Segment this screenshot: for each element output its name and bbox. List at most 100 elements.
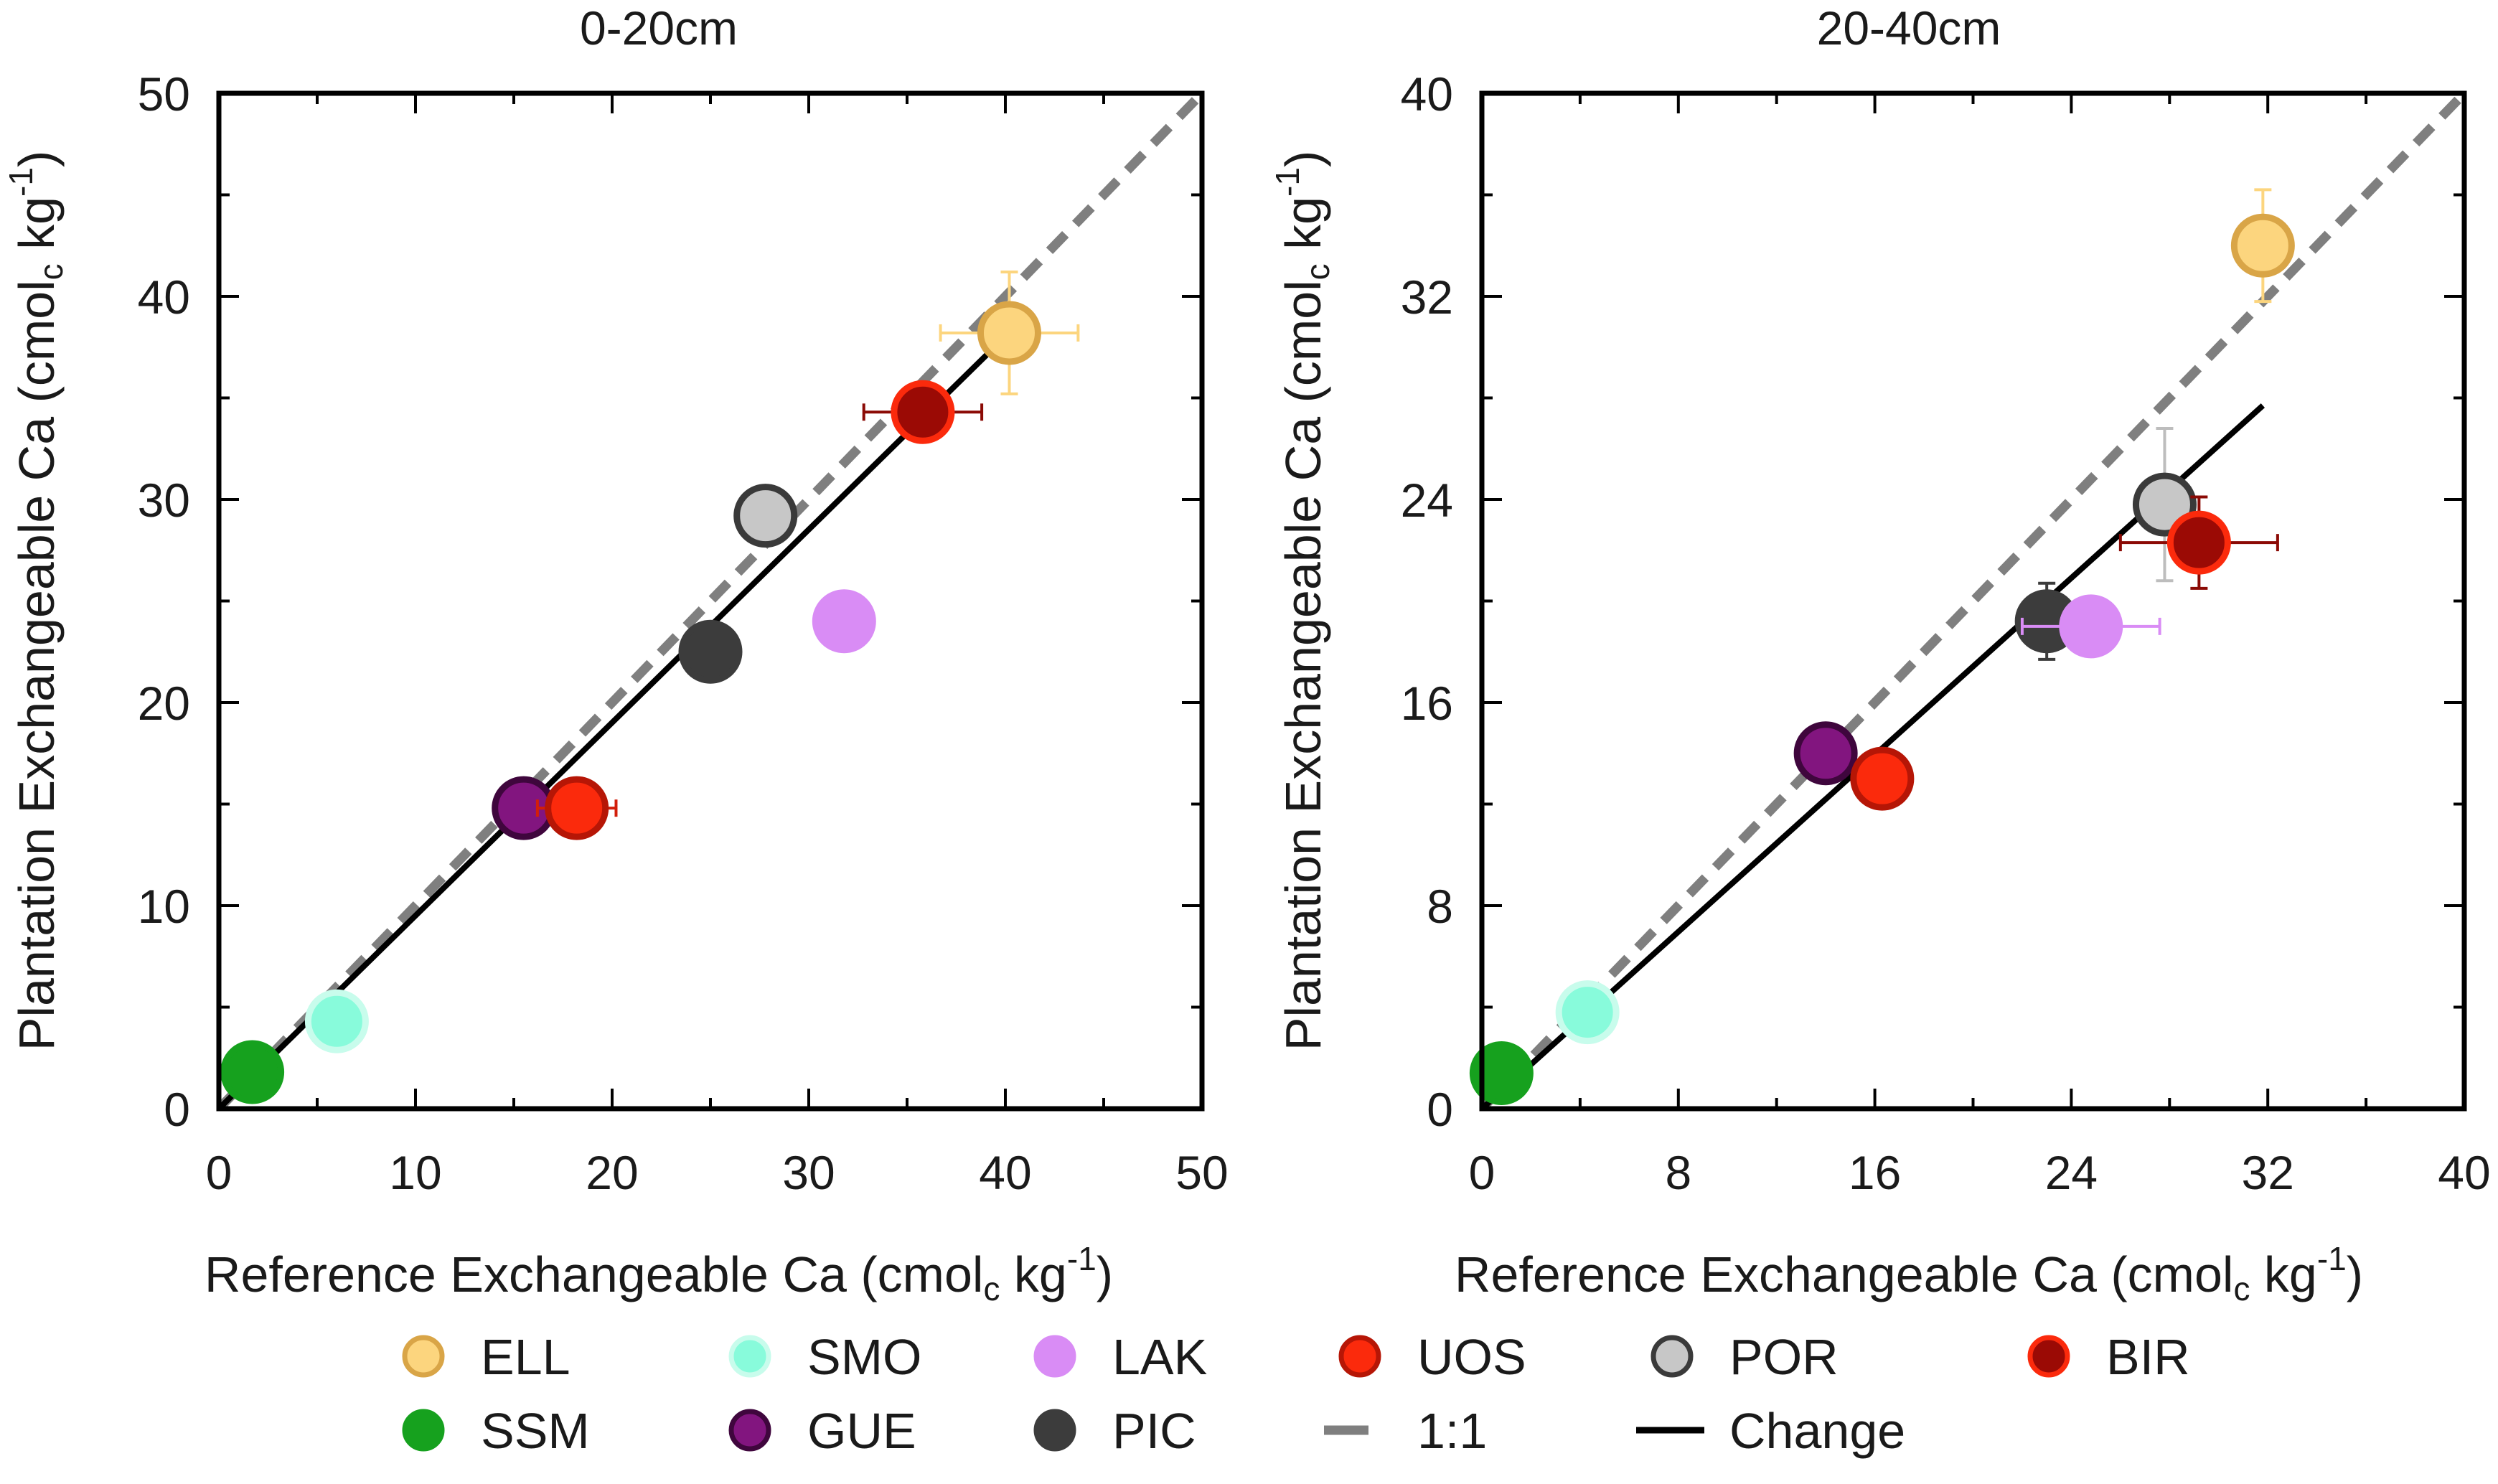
legend-item-bir: BIR xyxy=(2027,1329,2190,1385)
legend-marker xyxy=(402,1335,445,1378)
legend-item-ell: ELL xyxy=(402,1329,570,1385)
legend-label: SMO xyxy=(807,1329,921,1385)
legend-label: PIC xyxy=(1112,1403,1196,1459)
marker-ssm xyxy=(1469,1041,1534,1105)
data-point-bir xyxy=(2118,495,2279,590)
y-tick-label: 50 xyxy=(138,67,190,121)
data-point-uos xyxy=(1850,746,1915,811)
legend-label: ELL xyxy=(481,1329,570,1385)
legend-item-por: POR xyxy=(1651,1329,1839,1385)
x-tick-label: 32 xyxy=(2241,1146,2293,1199)
panel-1: 0-20cm 0 10 20 30 40 50 0 10 20 30 40 50 Reference Ex… xyxy=(2,1,1229,1307)
legend-label: BIR xyxy=(2106,1329,2190,1385)
y-tick-label: 16 xyxy=(1401,677,1453,730)
data-point-ell xyxy=(939,271,1080,395)
data-point-ell xyxy=(2230,188,2295,304)
marker-gue xyxy=(1793,721,1858,786)
plot-frame xyxy=(216,90,1205,1112)
y-axis-label: Plantation Exchangeable Ca (cmolc kg-1) xyxy=(2,151,70,1051)
legend-item-uos: UOS xyxy=(1338,1329,1526,1385)
y-tick-label: 20 xyxy=(138,677,190,730)
legend-marker xyxy=(402,1409,445,1452)
legend: ELL SMO LAK UOS POR BIR SSM GUE PIC 1:1 Change xyxy=(402,1329,2190,1459)
data-point-smo xyxy=(1555,980,1620,1045)
x-tick-label: 40 xyxy=(2438,1146,2490,1199)
data-point-bir xyxy=(862,380,984,444)
legend-item-pic: PIC xyxy=(1033,1403,1196,1459)
x-tick-label: 40 xyxy=(979,1146,1031,1199)
data-point-smo xyxy=(304,989,369,1053)
data-point-ssm xyxy=(220,1040,285,1104)
one-to-one-line xyxy=(219,93,1202,1109)
legend-label: GUE xyxy=(807,1403,916,1459)
data-point-lak xyxy=(2020,594,2161,659)
marker-uos xyxy=(1850,746,1915,811)
x-tick-label: 20 xyxy=(586,1146,638,1199)
change-line xyxy=(219,324,1018,1109)
legend-marker xyxy=(728,1335,771,1378)
panel-2: 20-40cm 0 8 16 24 32 40 0 8 16 24 32 40 Reference Exc… xyxy=(1269,1,2491,1307)
y-tick-label: 40 xyxy=(1401,67,1453,121)
marker-uos xyxy=(545,776,609,840)
data-point-uos xyxy=(535,776,618,840)
marker-ell xyxy=(977,301,1041,365)
marker-smo xyxy=(304,989,369,1053)
legend-label: Change xyxy=(1729,1403,1905,1459)
legend-item-change: Change xyxy=(1636,1403,1905,1459)
x-tick-label: 0 xyxy=(1469,1146,1495,1199)
y-tick-label: 0 xyxy=(164,1083,190,1136)
legend-item-ssm: SSM xyxy=(402,1403,590,1459)
panel-title: 0-20cm xyxy=(580,1,738,55)
marker-lak xyxy=(2059,594,2123,659)
y-axis-label: Plantation Exchangeable Ca (cmolc kg-1) xyxy=(1269,151,1336,1051)
legend-item-smo: SMO xyxy=(728,1329,921,1385)
legend-label: 1:1 xyxy=(1417,1403,1487,1459)
y-tick-label: 32 xyxy=(1401,271,1453,324)
legend-marker xyxy=(728,1409,771,1452)
marker-smo xyxy=(1555,980,1620,1045)
legend-label: UOS xyxy=(1417,1329,1526,1385)
y-tick-label: 0 xyxy=(1427,1083,1453,1136)
x-axis-label: Reference Exchangeable Ca (cmolc kg-1) xyxy=(1455,1240,2363,1307)
legend-marker xyxy=(1338,1335,1381,1378)
legend-marker xyxy=(1033,1335,1076,1378)
x-tick-label: 50 xyxy=(1175,1146,1228,1199)
legend-item-gue: GUE xyxy=(728,1403,916,1459)
x-tick-label: 24 xyxy=(2045,1146,2098,1199)
data-point-pic xyxy=(678,619,743,684)
y-tick-label: 24 xyxy=(1401,474,1453,527)
legend-label: POR xyxy=(1729,1329,1839,1385)
marker-por xyxy=(733,484,798,548)
data-point-ssm xyxy=(1469,1041,1534,1105)
marker-bir xyxy=(891,380,955,444)
x-tick-label: 30 xyxy=(782,1146,835,1199)
legend-marker xyxy=(2027,1335,2070,1378)
plot-frame xyxy=(1479,90,2467,1112)
y-tick-label: 10 xyxy=(138,880,190,933)
data-point-gue xyxy=(1793,721,1858,786)
x-axis-label: Reference Exchangeable Ca (cmolc kg-1) xyxy=(205,1240,1113,1307)
panel-title: 20-40cm xyxy=(1817,1,2001,55)
marker-bir xyxy=(2166,510,2231,575)
marker-ssm xyxy=(220,1040,285,1104)
data-point-por xyxy=(733,484,798,548)
legend-label: LAK xyxy=(1112,1329,1207,1385)
legend-marker xyxy=(1033,1409,1076,1452)
one-to-one-line xyxy=(1482,93,2464,1109)
marker-pic xyxy=(678,619,743,684)
data-point-lak xyxy=(812,589,876,654)
x-tick-label: 0 xyxy=(206,1146,233,1199)
legend-label: SSM xyxy=(481,1403,590,1459)
y-tick-label: 8 xyxy=(1427,880,1453,933)
legend-marker xyxy=(1651,1335,1694,1378)
x-tick-label: 16 xyxy=(1849,1146,1901,1199)
marker-ell xyxy=(2230,213,2295,278)
x-tick-label: 8 xyxy=(1665,1146,1691,1199)
y-tick-label: 40 xyxy=(138,271,190,324)
legend-item-lak: LAK xyxy=(1033,1329,1207,1385)
legend-item-1-to-1: 1:1 xyxy=(1324,1403,1487,1459)
y-tick-label: 30 xyxy=(138,474,190,527)
x-tick-label: 10 xyxy=(389,1146,441,1199)
marker-lak xyxy=(812,589,876,654)
